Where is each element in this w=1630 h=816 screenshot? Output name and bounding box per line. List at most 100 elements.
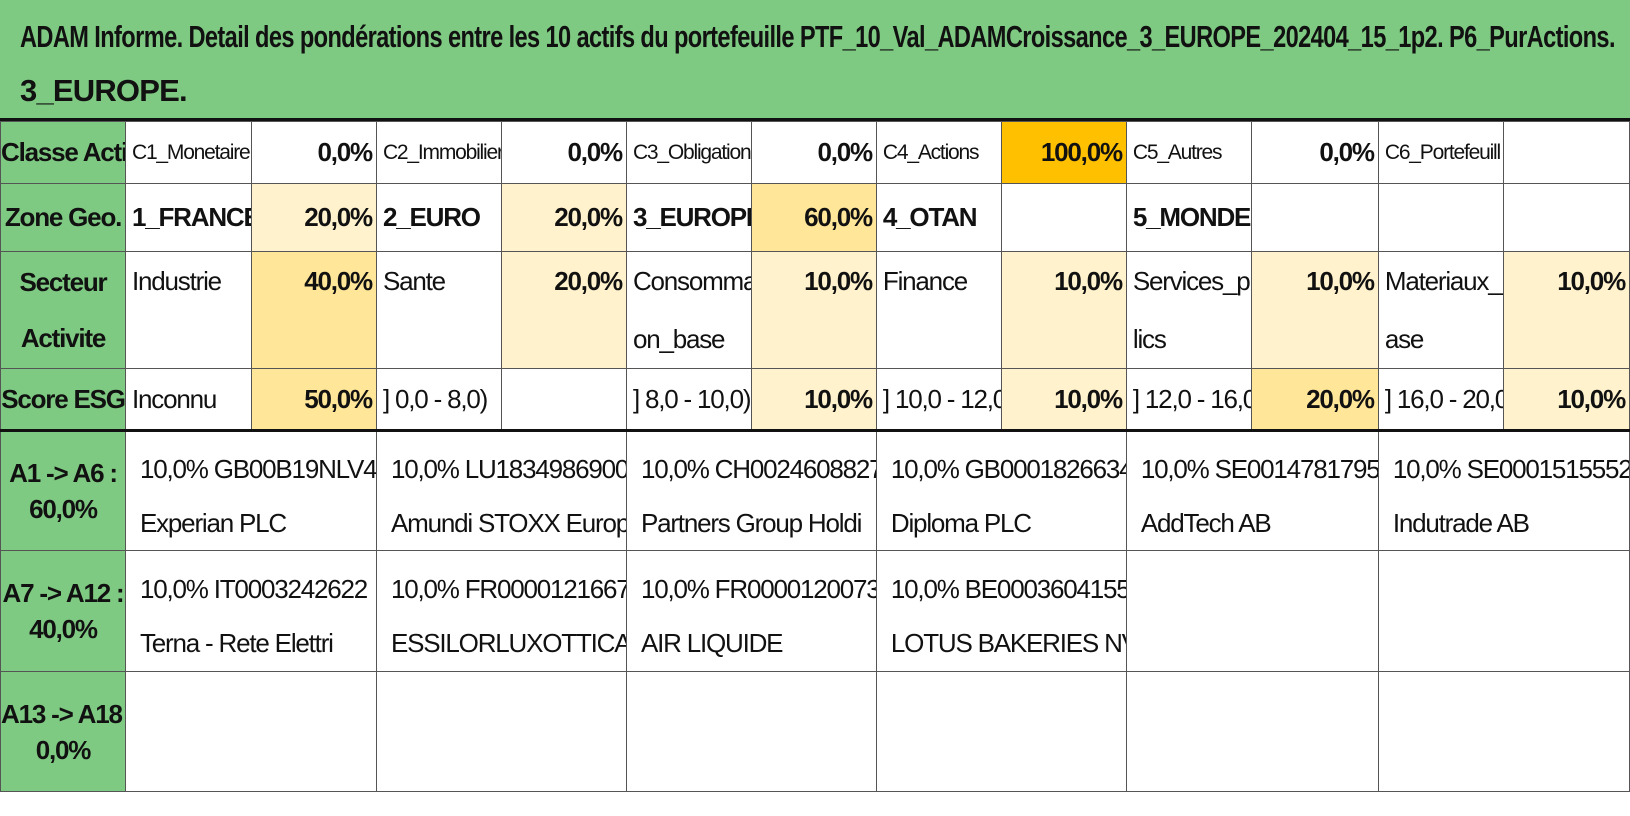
asset-class-value: 100,0%: [1000, 121, 1127, 184]
sector-label: Sante: [375, 251, 502, 369]
asset-class-header: Classe Actif: [0, 121, 126, 184]
asset-group-header: A13 -> A18 : 0,0%: [0, 671, 126, 792]
asset-name: Experian PLC: [139, 508, 287, 538]
sector-label-line-2: ase: [1384, 324, 1425, 354]
asset-cell: 10,0% SE0001515552 Indutrade AB: [1377, 429, 1630, 551]
asset-cell: 10,0% CH0024608827 Partners Group Holdi: [625, 429, 877, 551]
asset-weight-isin: 10,0% SE0001515552: [1392, 454, 1630, 484]
asset-cell: 10,0% FR0000121667 ESSILORLUXOTTICA: [375, 550, 627, 672]
asset-group-weight: 0,0%: [35, 734, 92, 765]
geo-zone-row: Zone Geo. 1_FRANCE 20,0% 2_EURO 20,0% 3_…: [0, 183, 1630, 252]
sector-value: 20,0%: [500, 251, 627, 369]
asset-weight-isin: 10,0% GB0001826634: [890, 454, 1127, 484]
asset-group-row: A7 -> A12 : 40,0% 10,0% IT0003242622 Tern…: [0, 550, 1630, 672]
esg-score-value: 10,0%: [1000, 368, 1127, 431]
esg-score-value: 20,0%: [1250, 368, 1379, 431]
geo-zone-label: 2_EURO: [375, 183, 502, 252]
asset-name: Partners Group Holdi: [640, 508, 862, 538]
asset-name: AddTech AB: [1140, 508, 1272, 538]
sector-label-line-1: Services_pub: [1132, 266, 1250, 296]
asset-class-label: C3_Obligations: [625, 121, 752, 184]
geo-zone-value: [1502, 183, 1630, 252]
asset-group-range: A7 -> A12 :: [2, 578, 125, 608]
sector-label-line-1: Industrie: [131, 266, 222, 296]
asset-weight-isin: 10,0% BE0003604155: [890, 574, 1127, 604]
asset-group-row: A13 -> A18 : 0,0%: [0, 671, 1630, 792]
sector-value: 10,0%: [750, 251, 877, 369]
sector-label-line-1: Sante: [382, 266, 446, 296]
asset-group-row: A1 -> A6 : 60,0% 10,0% GB00B19NLV48 Exper…: [0, 429, 1630, 551]
sector-value: 10,0%: [1502, 251, 1630, 369]
asset-group-header: A1 -> A6 : 60,0%: [0, 429, 126, 551]
esg-score-value: 10,0%: [750, 368, 877, 431]
geo-zone-label: 3_EUROPE: [625, 183, 752, 252]
asset-class-value: 0,0%: [750, 121, 877, 184]
sector-label-line-1: Finance: [882, 266, 968, 296]
asset-cell: 10,0% GB00B19NLV48 Experian PLC: [124, 429, 377, 551]
asset-group-header: A7 -> A12 : 40,0%: [0, 550, 126, 672]
asset-weight-isin: 10,0% LU1834986900: [390, 454, 627, 484]
geo-zone-label: [1377, 183, 1504, 252]
asset-weight-isin: 10,0% CH0024608827: [640, 454, 877, 484]
asset-group-weight: 40,0%: [29, 614, 98, 644]
geo-zone-label: 4_OTAN: [875, 183, 1002, 252]
asset-class-label: C4_Actions: [875, 121, 1002, 184]
asset-cell: 10,0% GB0001826634 Diploma PLC: [875, 429, 1127, 551]
geo-zone-label: 1_FRANCE: [124, 183, 252, 252]
asset-weight-isin: 10,0% IT0003242622: [139, 574, 368, 604]
asset-class-value: 0,0%: [250, 121, 377, 184]
sector-label-line-1: Materiaux_b: [1384, 266, 1504, 296]
geo-zone-value: 60,0%: [750, 183, 877, 252]
asset-class-value: 0,0%: [1250, 121, 1379, 184]
asset-cell: 10,0% SE0014781795 AddTech AB: [1125, 429, 1379, 551]
sector-label: Industrie: [124, 251, 252, 369]
sector-label-line-2: on_base: [632, 324, 726, 354]
esg-score-label: ] 8,0 - 10,0): [625, 368, 752, 431]
geo-zone-value: [1250, 183, 1379, 252]
asset-name: Terna - Rete Elettri: [139, 628, 334, 658]
esg-score-label: ] 0,0 - 8,0): [375, 368, 502, 431]
esg-score-header: Score ESG: [0, 368, 126, 431]
esg-score-value: 50,0%: [250, 368, 377, 431]
asset-name: Diploma PLC: [890, 508, 1032, 538]
sector-header-line-2: Activite: [20, 323, 107, 353]
asset-name: AIR LIQUIDE: [640, 628, 784, 658]
asset-cell: [1125, 550, 1379, 672]
asset-cell: [1377, 550, 1630, 672]
asset-name: LOTUS BAKERIES NV: [890, 628, 1127, 658]
sector-header: Secteur Activite: [0, 251, 126, 369]
asset-cell: 10,0% IT0003242622 Terna - Rete Elettri: [124, 550, 377, 672]
sector-label: Consommati on_base: [625, 251, 752, 369]
asset-name: Indutrade AB: [1392, 508, 1530, 538]
report-title: ADAM Informe. Detail des pondérations en…: [0, 0, 1630, 121]
geo-zone-value: 20,0%: [250, 183, 377, 252]
asset-cell: 10,0% FR0000120073 AIR LIQUIDE: [625, 550, 877, 672]
geo-zone-label: 5_MONDE: [1125, 183, 1252, 252]
esg-score-label: ] 16,0 - 20,0): [1377, 368, 1504, 431]
asset-class-label: C1_Monetaire: [124, 121, 252, 184]
asset-name: Amundi STOXX Europe: [390, 508, 627, 538]
sector-value: 10,0%: [1250, 251, 1379, 369]
asset-weight-isin: 10,0% SE0014781795: [1140, 454, 1379, 484]
sector-header-line-1: Secteur: [19, 267, 108, 297]
asset-cell: 10,0% BE0003604155 LOTUS BAKERIES NV: [875, 550, 1127, 672]
asset-class-value: [1502, 121, 1630, 184]
sector-label: Services_publics: [1125, 251, 1252, 369]
esg-score-row: Score ESG Inconnu 50,0% ] 0,0 - 8,0) ] 8…: [0, 368, 1630, 431]
asset-cell: [875, 671, 1127, 792]
geo-zone-value: [1000, 183, 1127, 252]
esg-score-value: 10,0%: [1502, 368, 1630, 431]
asset-class-row: Classe Actif C1_Monetaire 0,0% C2_Immobi…: [0, 121, 1630, 184]
asset-cell: 10,0% LU1834986900 Amundi STOXX Europe: [375, 429, 627, 551]
asset-class-value: 0,0%: [500, 121, 627, 184]
asset-cell: [1377, 671, 1630, 792]
sector-row: Secteur Activite Industrie 40,0% Sante 2…: [0, 251, 1630, 369]
asset-cell: [1125, 671, 1379, 792]
esg-score-value: [500, 368, 627, 431]
asset-weight-isin: 10,0% GB00B19NLV48: [139, 454, 377, 484]
asset-group-weight: 60,0%: [29, 494, 98, 524]
asset-cell: [625, 671, 877, 792]
report-title-line-1: ADAM Informe. Detail des pondérations en…: [20, 19, 1616, 54]
